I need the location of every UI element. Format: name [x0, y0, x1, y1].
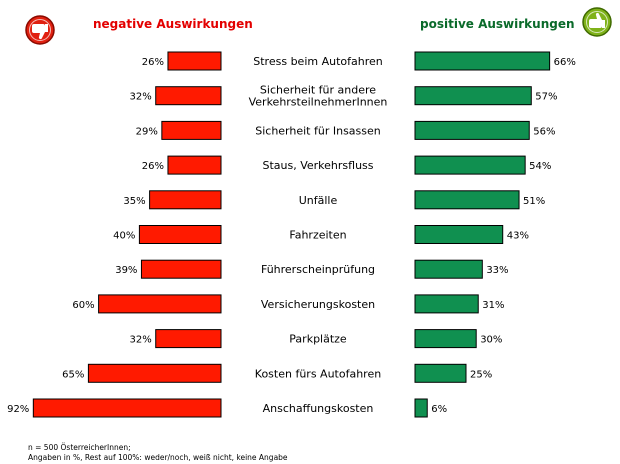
- bar-positive-8: [414, 329, 477, 349]
- category-label-10: Anschaffungskosten: [263, 402, 374, 415]
- bar-positive-4: [414, 190, 520, 210]
- value-label-negative-7: 60%: [72, 300, 94, 311]
- value-label-negative-9: 65%: [62, 369, 84, 380]
- bar-positive-6: [414, 259, 483, 279]
- category-label-5: Fahrzeiten: [289, 229, 346, 242]
- bar-negative-9: [87, 363, 222, 383]
- value-label-positive-2: 56%: [533, 126, 555, 137]
- value-label-negative-3: 26%: [142, 161, 164, 172]
- bars-group: 26% 66% Stress beim Autofahren 32% 57% Sicher…: [7, 51, 576, 418]
- value-label-positive-9: 25%: [470, 369, 492, 380]
- negative-header: negative Auswirkungen: [93, 17, 253, 31]
- category-label-3: Staus, Verkehrsfluss: [262, 159, 373, 172]
- footnote-sample: n = 500 ÖsterreicherInnen;: [28, 443, 131, 452]
- value-label-positive-8: 30%: [480, 335, 502, 346]
- value-label-positive-10: 6%: [431, 404, 447, 415]
- bar-negative-1: [155, 86, 222, 106]
- value-label-negative-4: 35%: [123, 196, 145, 207]
- value-label-negative-10: 92%: [7, 404, 29, 415]
- category-label-0: Stress beim Autofahren: [253, 55, 382, 68]
- category-label-6: Führerscheinprüfung: [261, 263, 375, 276]
- value-label-negative-6: 39%: [115, 265, 137, 276]
- value-label-negative-0: 26%: [142, 57, 164, 68]
- value-label-negative-5: 40%: [113, 231, 135, 242]
- bar-positive-7: [414, 294, 479, 314]
- category-label-7: Versicherungskosten: [261, 298, 375, 311]
- value-label-positive-7: 31%: [482, 300, 504, 311]
- footnote-note: Angaben in %, Rest auf 100%: weder/noch,…: [28, 453, 288, 462]
- value-label-negative-2: 29%: [136, 126, 158, 137]
- bar-positive-3: [414, 155, 526, 175]
- bar-negative-0: [167, 51, 222, 71]
- category-label-1: Sicherheit für andere VerkehrsteilnehmerI…: [249, 84, 388, 109]
- value-label-negative-1: 32%: [129, 92, 151, 103]
- category-label-4: Unfälle: [299, 194, 338, 207]
- value-label-positive-1: 57%: [535, 92, 557, 103]
- category-label-8: Parkplätze: [289, 333, 347, 346]
- value-label-positive-3: 54%: [529, 161, 551, 172]
- thumbs-down-icon: [25, 15, 55, 45]
- bar-negative-7: [98, 294, 222, 314]
- bar-negative-8: [155, 329, 222, 349]
- bar-positive-10: [414, 398, 428, 418]
- thumbs-up-icon: [582, 7, 612, 37]
- bar-negative-6: [140, 259, 222, 279]
- value-label-negative-8: 32%: [129, 335, 151, 346]
- value-label-positive-4: 51%: [523, 196, 545, 207]
- bar-positive-0: [414, 51, 551, 71]
- bar-negative-5: [138, 225, 222, 244]
- value-label-positive-5: 43%: [507, 231, 529, 242]
- bar-positive-2: [414, 120, 530, 140]
- bar-positive-5: [414, 225, 504, 244]
- category-label-2: Sicherheit für Insassen: [255, 124, 381, 137]
- bar-negative-2: [161, 120, 222, 140]
- bar-negative-3: [167, 155, 222, 175]
- positive-header: positive Auswirkungen: [420, 17, 575, 31]
- value-label-positive-6: 33%: [486, 265, 508, 276]
- bar-negative-10: [32, 398, 222, 418]
- category-label-9: Kosten fürs Autofahren: [255, 367, 381, 380]
- value-label-positive-0: 66%: [554, 57, 576, 68]
- bar-negative-4: [149, 190, 222, 210]
- bar-positive-9: [414, 363, 467, 383]
- bar-positive-1: [414, 86, 532, 106]
